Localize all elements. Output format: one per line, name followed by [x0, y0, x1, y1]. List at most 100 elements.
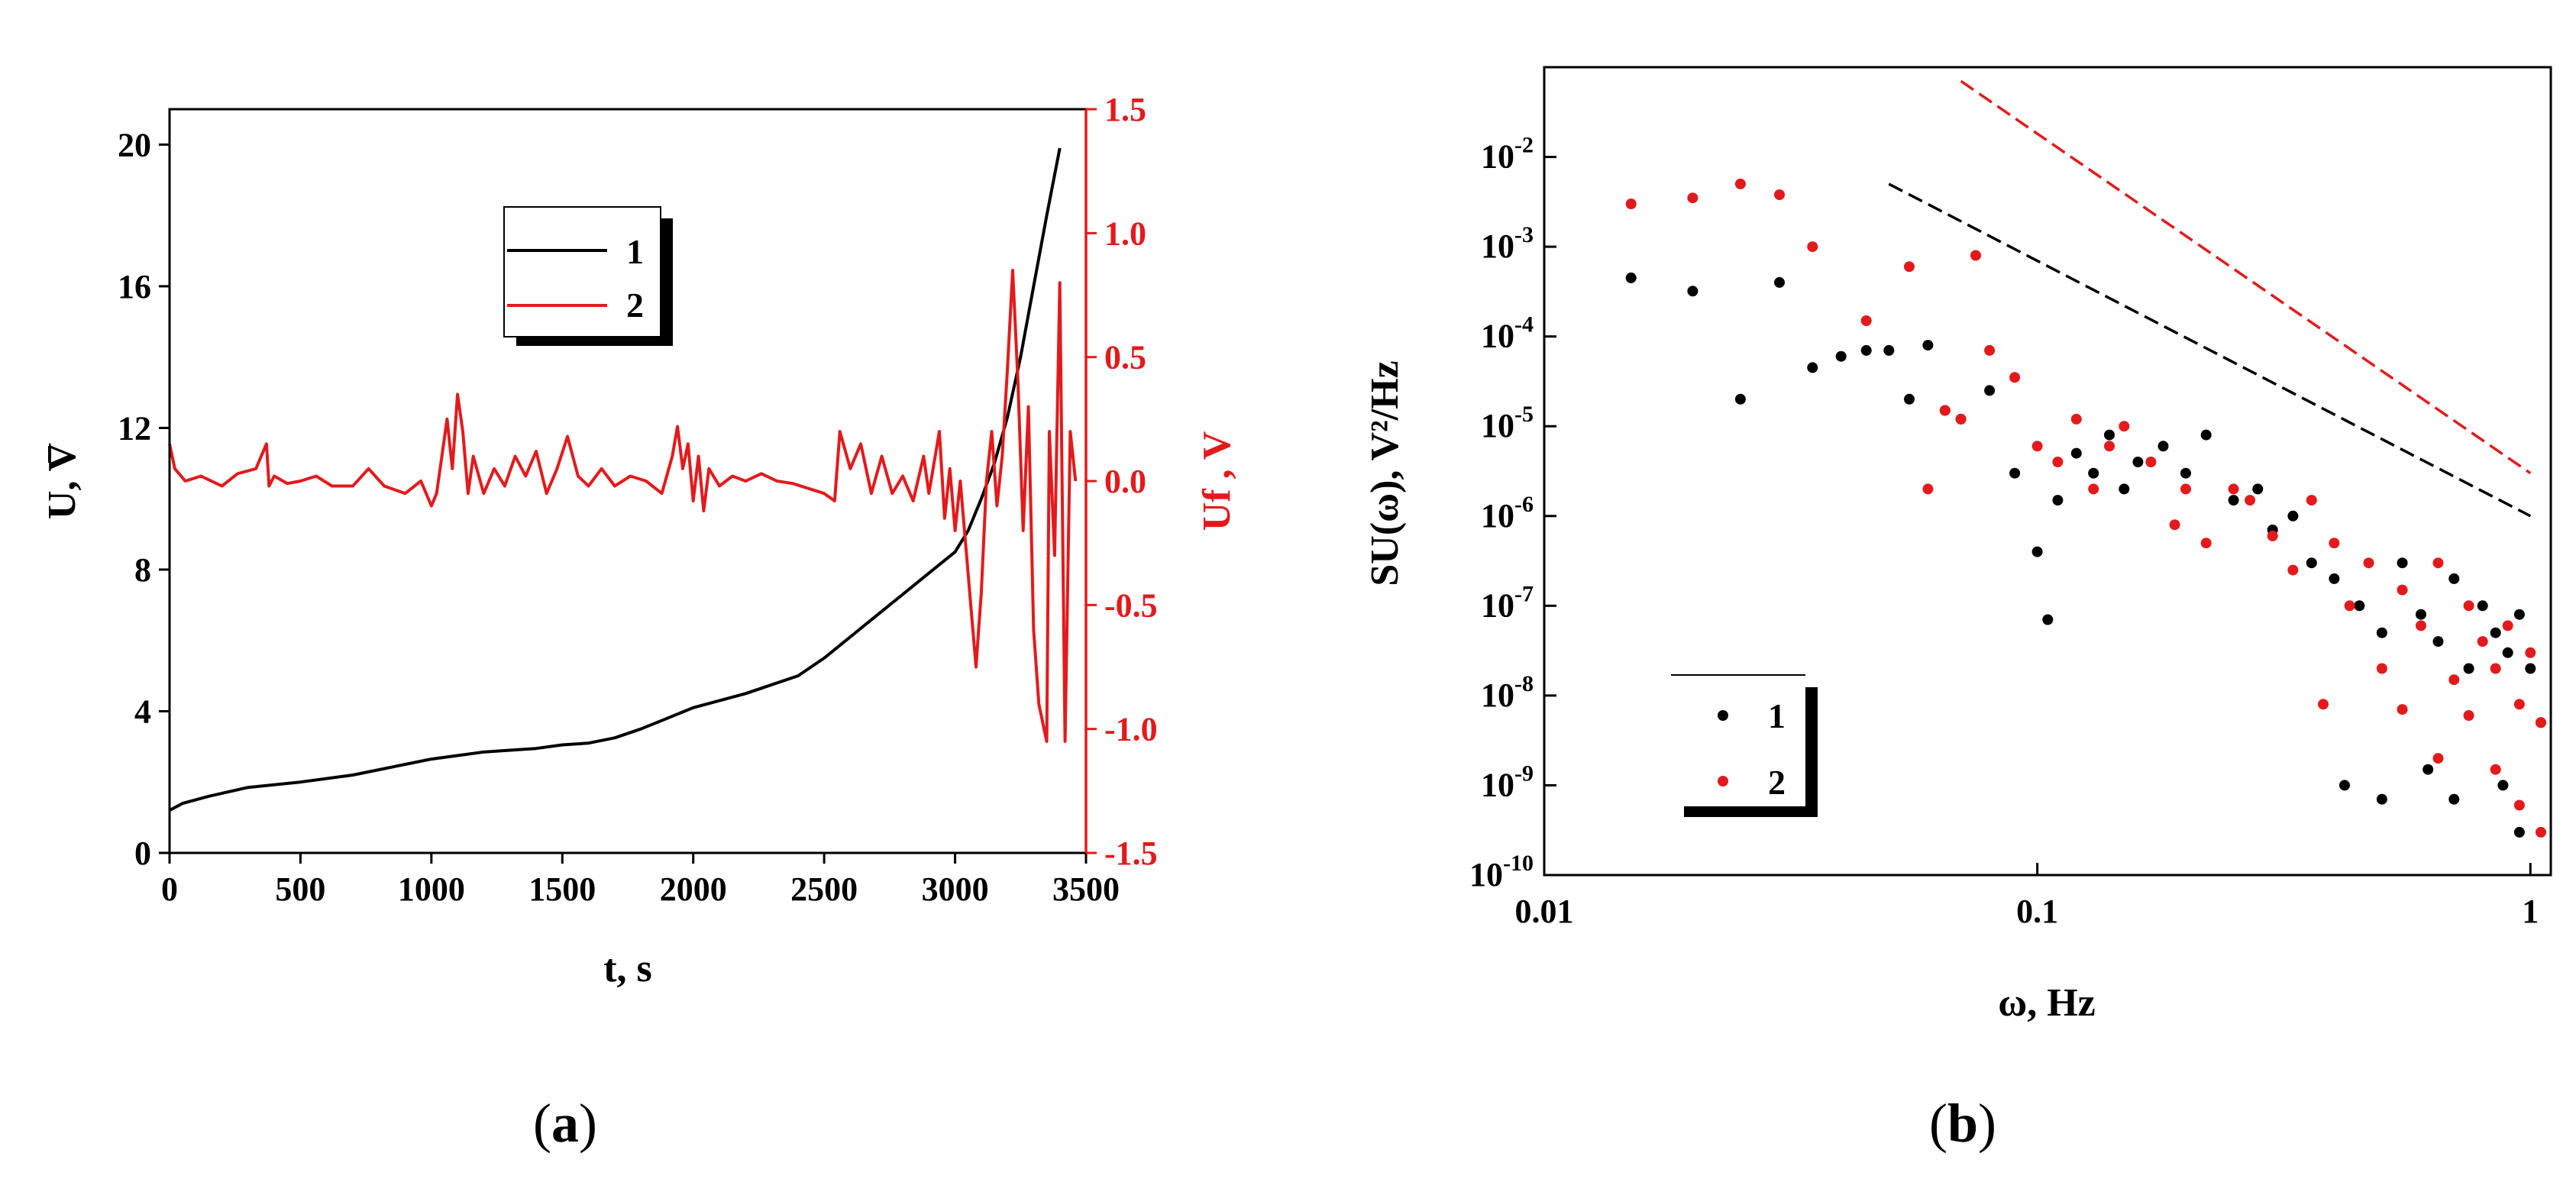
panel-b-series-1-point	[2104, 429, 2115, 441]
panel-b-series-1-point	[1904, 393, 1915, 405]
panel-b-series-1-point	[2228, 495, 2239, 506]
panel-a-y-right-tick-label: -1.5	[1104, 835, 1158, 872]
panel-b-y-tick-label: 10-5	[1481, 402, 1534, 444]
panel-b-series-2-point	[2267, 530, 2278, 541]
panel-b-series-1-point	[2477, 600, 2488, 612]
panel-b-series-1-point	[1984, 385, 1996, 396]
panel-b-reference-line-1	[1888, 182, 2532, 518]
panel-b-series-2-point	[2448, 674, 2460, 686]
panel-b-series-2-point	[2031, 441, 2043, 452]
panel-b-series-2-point	[2088, 483, 2099, 495]
panel-a-y-left-ticks: 0 4 8 12 16 20	[118, 126, 170, 872]
panel-a-x-tick-label: 2500	[790, 870, 858, 908]
panel-b-series-1-point	[2502, 647, 2513, 658]
panel-b-series-1-point	[2525, 663, 2536, 674]
panel-b-series-2-point	[1860, 315, 1872, 326]
panel-b-label-close: )	[1978, 1093, 1996, 1154]
panel-b-series-2-point	[1939, 405, 1951, 416]
panel-b-series-2-point	[2306, 495, 2317, 506]
panel-b-series-2-point	[1955, 413, 1967, 425]
panel-b-reference-line-2	[1960, 79, 2532, 475]
panel-a-x-ticks: 0 500 1000 1500 2000 2500 3000 3500	[161, 853, 1120, 908]
panel-b-series-1-point	[2042, 614, 2054, 625]
panel-a-y-left-tick-label: 8	[134, 551, 151, 589]
panel-a-y-left-tick-label: 12	[118, 409, 151, 447]
panel-a-x-tick-label: 3000	[922, 870, 989, 908]
panel-b-series-1-point	[2009, 467, 2021, 479]
panel-b-series-1-point	[1835, 350, 1847, 362]
panel-b-series-2-point	[2536, 826, 2546, 838]
panel-b-series-2-point	[1807, 241, 1818, 253]
panel-b-series-1-point	[2132, 457, 2144, 467]
panel-b-series-2-point	[2363, 557, 2374, 569]
panel-b-series-1-point	[2432, 636, 2444, 648]
panel-a-x-axis-title: t, s	[603, 947, 652, 990]
panel-b-x-ticks: 0.01 0.1 1	[1515, 863, 2539, 930]
panel-a-legend: 1 2	[503, 206, 673, 346]
panel-a-x-tick-label: 500	[275, 870, 325, 908]
panel-b-y-tick-label: 10-9	[1481, 761, 1534, 803]
panel-b-series-1-point	[1883, 344, 1895, 356]
panel-b-label-open: (	[1929, 1093, 1947, 1154]
panel-b-x-axis-title: ω, Hz	[1998, 981, 2096, 1025]
panel-b-series-2-point	[2145, 457, 2157, 467]
panel-b-series-1-point	[2397, 557, 2408, 569]
panel-b-series-1-point	[2354, 600, 2365, 612]
panel-b-series-1-point	[1687, 286, 1698, 297]
panel-b-y-tick-label: 10-10	[1469, 851, 1534, 893]
panel-b-label-letter: b	[1947, 1093, 1978, 1154]
panel-b-series-1-point	[2180, 467, 2191, 479]
panel-b-series-2-point	[2513, 699, 2525, 710]
panel-b-series-1-point	[2252, 483, 2264, 495]
panel-b-y-tick-label: 10-8	[1481, 671, 1534, 714]
panel-a-y-right-axis-title: Uf , V	[1195, 431, 1239, 531]
panel-b-series-2-point	[2490, 663, 2501, 674]
panel-b-series-1-point	[1860, 344, 1872, 356]
panel-b-series-2-point	[2245, 495, 2256, 506]
panel-b-series-2-point	[2287, 564, 2299, 576]
panel-b-legend-marker-1	[1718, 710, 1728, 721]
panel-a-x-tick-label: 3500	[1052, 870, 1120, 908]
panel-a-y-left-tick-label: 4	[134, 693, 151, 730]
panel-b-series-2-point	[2502, 620, 2513, 631]
panel-a-series-2-line	[168, 269, 1078, 743]
panel-b-y-tick-label: 10-2	[1481, 133, 1534, 176]
panel-a-y-right-tick-label: 1.5	[1104, 91, 1146, 128]
panel-b-series-2-point	[2318, 699, 2329, 710]
panel-a-y-right-ticks: -1.5 -1.0 -0.5 0.0 0.5 1.0 1.5	[1086, 91, 1158, 872]
panel-b-series-1-point	[2031, 546, 2043, 557]
panel-b-reference-layer	[1888, 79, 2532, 518]
panel-a-legend-box	[503, 206, 661, 338]
panel-b-series-2-point	[2416, 620, 2426, 631]
panel-a-y-left-tick-label: 20	[118, 126, 151, 163]
panel-b-legend-label-1: 1	[1768, 696, 1786, 735]
panel-a-y-right-tick-label: 1.0	[1104, 215, 1146, 252]
panel-b-y-tick-label: 10-4	[1481, 312, 1534, 355]
svg-text:(b): (b)	[1929, 1093, 1996, 1154]
panel-b-series-1-point	[2119, 483, 2130, 495]
panel-b-series-2-point	[2513, 799, 2525, 811]
panel-b-series-2-point	[2169, 519, 2180, 531]
panel-a-y-right-tick-label: -0.5	[1104, 586, 1158, 624]
panel-a-x-tick-label: 1000	[398, 870, 465, 908]
panel-b-series-2-point	[2200, 538, 2212, 549]
panel-b: 0.01 0.1 1 10-1010-910-810-710-610-510-410…	[1363, 66, 2552, 1025]
panel-b-series-2-point	[2397, 704, 2408, 715]
panel-a-label-close: )	[579, 1093, 597, 1154]
panel-b-series-1-point	[1625, 272, 1637, 283]
panel-b-series-2-point	[2463, 710, 2474, 721]
panel-a-y-left-tick-label: 0	[134, 835, 151, 872]
panel-a-x-tick-label: 0	[161, 870, 178, 908]
panel-b-series-1-point	[1774, 276, 1785, 288]
panel-b-series-2-point	[2180, 483, 2191, 495]
panel-b-series-2-point	[2344, 600, 2355, 612]
panel-b-series-2-point	[2432, 753, 2444, 764]
panel-b-series-1-point	[2490, 627, 2501, 638]
panel-b-x-tick-label: 0.1	[2016, 893, 2058, 930]
panel-b-series-1-point	[2052, 495, 2064, 506]
panel-b-series-1-point	[2513, 609, 2525, 620]
panel-a-y-right-tick-label: -1.0	[1104, 711, 1158, 748]
panel-a-x-tick-label: 2000	[660, 870, 727, 908]
